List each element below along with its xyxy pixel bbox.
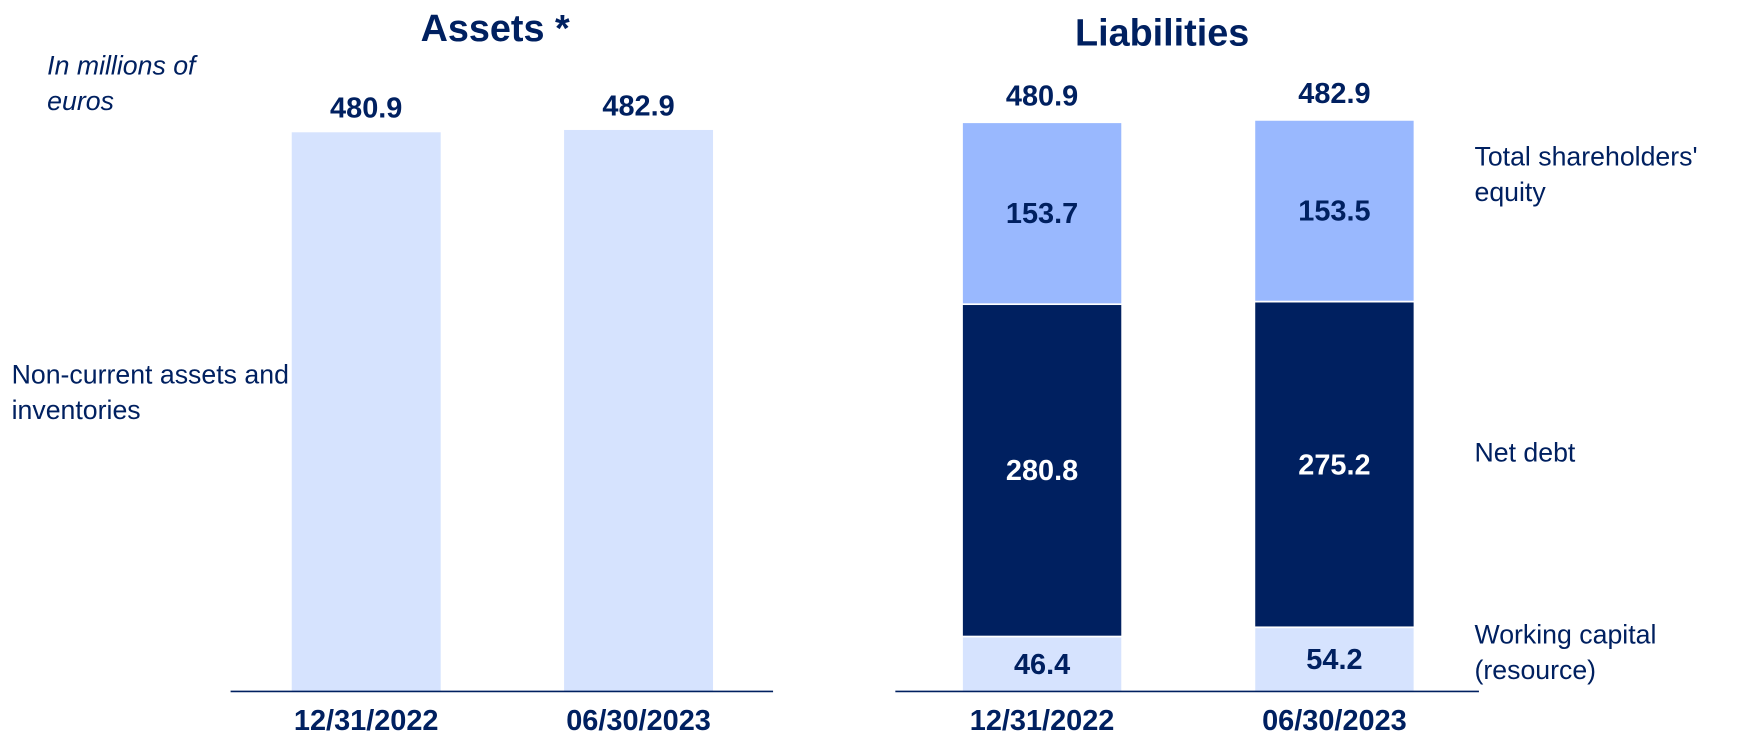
note-box: In millions of euros bbox=[47, 51, 196, 117]
value-label: 153.5 bbox=[1298, 196, 1370, 228]
value-label: 482.9 bbox=[602, 90, 674, 122]
total-label: 480.9 bbox=[1006, 80, 1078, 112]
value-label: 46.4 bbox=[1014, 649, 1070, 681]
bar-segment bbox=[1253, 626, 1416, 693]
value-label: 54.2 bbox=[1306, 644, 1362, 676]
chart-title: Liabilities bbox=[1075, 13, 1249, 55]
series-label-box: Working capital (resource) bbox=[1474, 620, 1657, 686]
bar bbox=[291, 132, 441, 692]
x-tick-label: 06/30/2023 bbox=[566, 705, 711, 737]
series-label-box: Total shareholders' equity bbox=[1474, 142, 1698, 208]
bar-segment bbox=[961, 121, 1123, 306]
note: In millions of euros bbox=[47, 51, 196, 117]
series-label: Non-current assets and inventories bbox=[11, 360, 289, 426]
x-tick-label: 12/31/2022 bbox=[970, 705, 1115, 737]
x-tick-label: 12/31/2022 bbox=[294, 705, 439, 737]
bar-segment bbox=[1253, 119, 1416, 303]
bar bbox=[564, 129, 714, 692]
x-tick-label: 06/30/2023 bbox=[1262, 705, 1407, 737]
value-label: 275.2 bbox=[1298, 449, 1370, 481]
value-label: 153.7 bbox=[1006, 198, 1078, 230]
series-label: Total shareholders' equity bbox=[1474, 142, 1698, 208]
value-label: 280.8 bbox=[1006, 455, 1078, 487]
chart-title: Assets * bbox=[421, 8, 570, 50]
bar-segment bbox=[961, 303, 1123, 638]
bar-segment bbox=[1253, 300, 1416, 629]
series-label: Net debt bbox=[1474, 437, 1576, 468]
series-label: Working capital (resource) bbox=[1474, 620, 1657, 686]
series-label-box: Net debt bbox=[1474, 437, 1576, 468]
value-label: 480.9 bbox=[330, 93, 402, 125]
total-label: 482.9 bbox=[1298, 78, 1370, 110]
series-label-box: Non-current assets and inventories bbox=[11, 360, 289, 426]
